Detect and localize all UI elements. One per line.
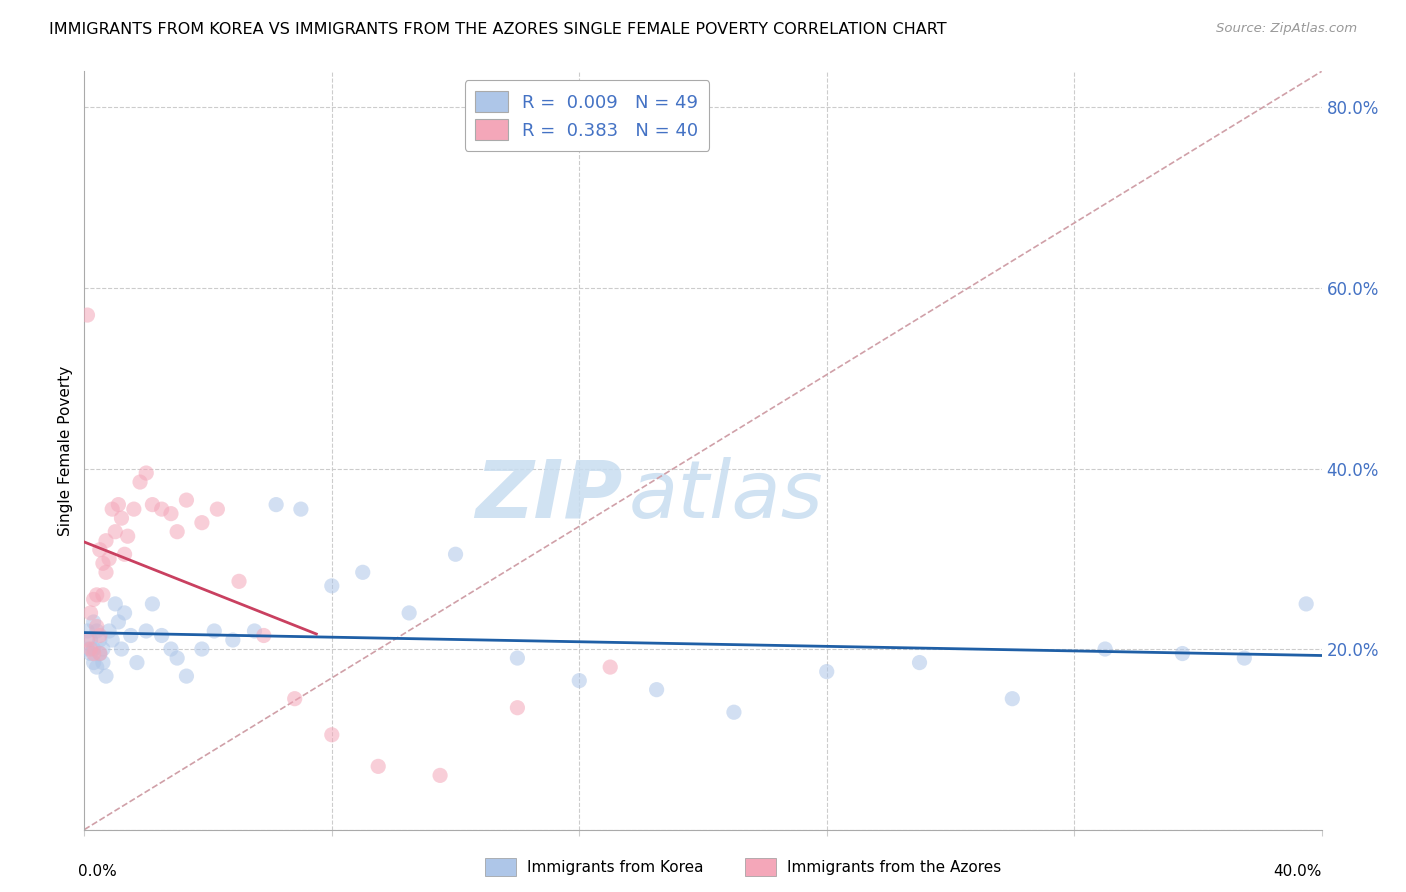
Point [101, 633, 124, 648]
Point [150, 502, 173, 516]
Point [166, 651, 188, 665]
Point [290, 502, 312, 516]
Point [91, 556, 114, 570]
Point [568, 673, 591, 688]
Point [122, 502, 145, 516]
Point [367, 759, 389, 773]
Point [76, 633, 98, 648]
Point [1295, 597, 1317, 611]
Point [321, 728, 343, 742]
Point [1001, 691, 1024, 706]
Point [284, 691, 307, 706]
Point [76, 642, 98, 657]
Point [79, 647, 101, 661]
Point [98, 551, 121, 566]
Y-axis label: Single Female Poverty: Single Female Poverty [58, 366, 73, 535]
Point [104, 524, 127, 539]
Point [104, 597, 127, 611]
Point [321, 579, 343, 593]
Point [191, 642, 214, 657]
Point [176, 493, 198, 508]
Point [79, 633, 101, 648]
Point [91, 588, 114, 602]
Text: 0.0%: 0.0% [79, 863, 117, 879]
Point [101, 502, 124, 516]
Point [908, 656, 931, 670]
Point [125, 656, 148, 670]
Point [83, 615, 105, 629]
Point [166, 524, 188, 539]
Point [253, 628, 276, 642]
Point [76, 624, 98, 638]
Text: IMMIGRANTS FROM KOREA VS IMMIGRANTS FROM THE AZORES SINGLE FEMALE POVERTY CORREL: IMMIGRANTS FROM KOREA VS IMMIGRANTS FROM… [49, 22, 946, 37]
Point [444, 547, 467, 561]
Point [114, 547, 136, 561]
Point [1171, 647, 1194, 661]
Point [86, 619, 108, 633]
Text: ZIP: ZIP [475, 457, 623, 535]
Legend: R =  0.009   N = 49, R =  0.383   N = 40: R = 0.009 N = 49, R = 0.383 N = 40 [464, 80, 709, 151]
Point [207, 502, 229, 516]
Point [89, 647, 111, 661]
Point [176, 669, 198, 683]
Point [141, 597, 163, 611]
Point [76, 308, 98, 322]
Point [91, 656, 114, 670]
Point [141, 498, 163, 512]
Point [723, 705, 745, 719]
Point [191, 516, 214, 530]
Point [160, 642, 183, 657]
Point [150, 628, 173, 642]
Point [264, 498, 287, 512]
Point [135, 466, 157, 480]
Point [222, 633, 245, 648]
Point [202, 624, 225, 638]
Point [645, 682, 668, 697]
Text: Source: ZipAtlas.com: Source: ZipAtlas.com [1216, 22, 1357, 36]
Point [506, 651, 529, 665]
Point [89, 628, 111, 642]
Point [1094, 642, 1116, 657]
Point [86, 660, 108, 674]
Point [815, 665, 838, 679]
Point [83, 656, 105, 670]
Point [114, 606, 136, 620]
Point [352, 566, 374, 580]
Point [243, 624, 266, 638]
Point [160, 507, 183, 521]
Point [429, 768, 451, 782]
Point [83, 647, 105, 661]
Point [110, 642, 132, 657]
Point [110, 511, 132, 525]
Point [94, 669, 117, 683]
Point [98, 624, 121, 638]
Point [228, 574, 250, 589]
Text: 40.0%: 40.0% [1274, 863, 1322, 879]
Point [86, 624, 108, 638]
Text: Immigrants from Korea: Immigrants from Korea [527, 860, 704, 874]
Point [117, 529, 139, 543]
Point [107, 498, 129, 512]
Point [94, 566, 117, 580]
Point [79, 606, 101, 620]
Point [86, 588, 108, 602]
Point [89, 647, 111, 661]
Point [120, 628, 142, 642]
Point [107, 615, 129, 629]
Point [79, 642, 101, 657]
Point [83, 592, 105, 607]
Point [1233, 651, 1256, 665]
Point [506, 700, 529, 714]
Point [398, 606, 420, 620]
Point [91, 642, 114, 657]
Point [599, 660, 621, 674]
Point [83, 642, 105, 657]
Text: Immigrants from the Azores: Immigrants from the Azores [787, 860, 1001, 874]
Point [135, 624, 157, 638]
Point [129, 475, 152, 489]
Point [89, 542, 111, 557]
Point [89, 633, 111, 648]
Point [94, 533, 117, 548]
Text: atlas: atlas [628, 457, 824, 535]
